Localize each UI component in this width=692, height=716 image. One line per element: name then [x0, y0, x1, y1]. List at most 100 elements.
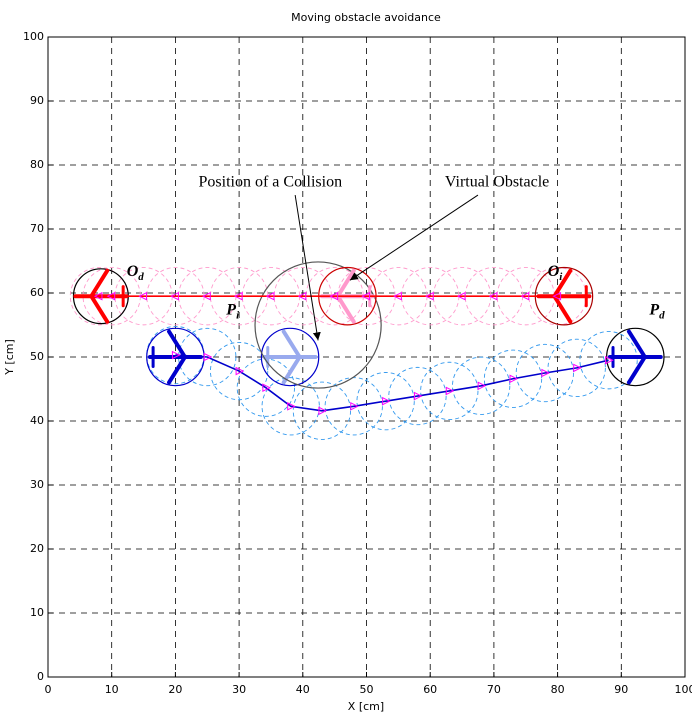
x-tick-label: 70: [487, 683, 501, 696]
y-tick-label: 60: [30, 286, 44, 299]
footprint-circle: [178, 327, 237, 387]
footprint-circle: [452, 356, 511, 415]
plane-part: [335, 294, 356, 324]
point-label: Oi: [548, 263, 564, 283]
plane-part: [626, 329, 647, 359]
trajectory-marker: [573, 363, 582, 373]
obstacle-circle: [254, 261, 382, 389]
x-tick-label: 100: [675, 683, 692, 696]
plane-part: [552, 294, 573, 324]
y-tick-label: 40: [30, 414, 44, 427]
annotation-arrow: [294, 195, 321, 341]
trajectory-marker: [509, 374, 519, 384]
point-label: Od: [127, 263, 145, 283]
plane-part: [89, 294, 110, 324]
trajectory-marker: [203, 352, 213, 362]
trajectory-marker: [456, 291, 466, 301]
footprint-circle: [209, 341, 269, 401]
annotation-text: Virtual Obstacle: [445, 174, 549, 191]
trajectory-marker: [233, 291, 243, 301]
trajectory-marker: [170, 291, 179, 301]
obstacle: [260, 327, 320, 387]
obstacle: [254, 261, 382, 389]
point-label-sub: d: [659, 309, 665, 321]
trajectory-marker: [329, 291, 339, 301]
trajectory-marker: [350, 401, 359, 411]
trajectory-marker: [488, 291, 498, 301]
trajectory-marker: [552, 291, 562, 301]
footprint-circle: [236, 358, 295, 417]
annotation-text: Position of a Collision: [199, 174, 343, 191]
trajectory-marker: [297, 291, 307, 301]
trajectory-marker: [477, 381, 487, 391]
point-label-main: O: [548, 263, 560, 280]
y-tick-label: 100: [23, 30, 44, 43]
trajectory-marker: [382, 396, 391, 406]
point-label-sub: i: [236, 309, 240, 321]
trajectory-marker: [106, 291, 116, 301]
trajectory-marker: [262, 383, 271, 393]
plot-frame: [47, 36, 686, 678]
x-tick-label: 40: [296, 683, 310, 696]
trajectory-marker: [413, 391, 423, 401]
trajectory-marker: [361, 291, 370, 301]
footprint-circle: [547, 338, 606, 397]
plane-part: [167, 329, 187, 359]
x-axis-label: X [cm]: [348, 700, 384, 713]
chart-title: Moving obstacle avoidance: [291, 11, 441, 24]
plane-part: [552, 268, 573, 299]
trajectory-marker: [171, 350, 181, 360]
plane-part: [167, 355, 187, 385]
x-tick-label: 30: [232, 683, 246, 696]
point-label-main: P: [225, 301, 236, 318]
point-label: Pi: [225, 301, 240, 321]
trajectory-marker: [541, 368, 550, 378]
x-tick-label: 0: [45, 683, 52, 696]
trajectory-marker: [445, 386, 455, 396]
trajectory-line: [175, 354, 609, 412]
y-tick-label: 80: [30, 158, 44, 171]
footprint-circle: [420, 361, 479, 421]
y-tick-label: 20: [30, 542, 44, 555]
y-tick-label: 50: [30, 350, 44, 363]
trajectory-marker: [520, 291, 530, 301]
trajectory-marker: [93, 291, 103, 301]
point-label-sub: i: [559, 270, 563, 282]
footprint-circle: [579, 331, 638, 390]
trajectory-marker: [425, 291, 434, 301]
x-tick-label: 80: [551, 683, 565, 696]
point-label-main: P: [648, 301, 659, 318]
point-label: Pd: [648, 301, 665, 321]
y-tick-label: 10: [30, 606, 44, 619]
plane-part: [626, 355, 647, 385]
y-tick-label: 70: [30, 222, 44, 235]
trajectory-marker: [202, 291, 211, 301]
x-tick-label: 10: [105, 683, 119, 696]
trajectory-marker: [138, 291, 148, 301]
trajectory-marker: [265, 291, 275, 301]
x-tick-label: 50: [360, 683, 374, 696]
footprint-circle: [292, 381, 352, 440]
trajectory-marker: [287, 401, 296, 411]
point-label-sub: d: [138, 270, 144, 282]
trajectory-marker: [318, 406, 328, 416]
obstacle-circle: [260, 327, 320, 387]
y-axis-label: Y [cm]: [3, 339, 16, 376]
y-tick-label: 0: [37, 670, 44, 683]
y-tick-label: 90: [30, 94, 44, 107]
annotation-arrow: [349, 194, 479, 281]
plane-part: [89, 268, 110, 299]
x-tick-label: 60: [423, 683, 437, 696]
plane-part: [281, 329, 302, 359]
footprint-circle: [261, 377, 320, 436]
footprint-circle: [483, 349, 543, 408]
x-tick-label: 20: [168, 683, 182, 696]
footprint-circle: [356, 372, 415, 431]
trajectory-marker: [393, 291, 402, 301]
x-tick-label: 90: [614, 683, 628, 696]
y-tick-label: 30: [30, 478, 44, 491]
plane-part: [281, 355, 302, 385]
footprint-circle: [515, 343, 574, 403]
